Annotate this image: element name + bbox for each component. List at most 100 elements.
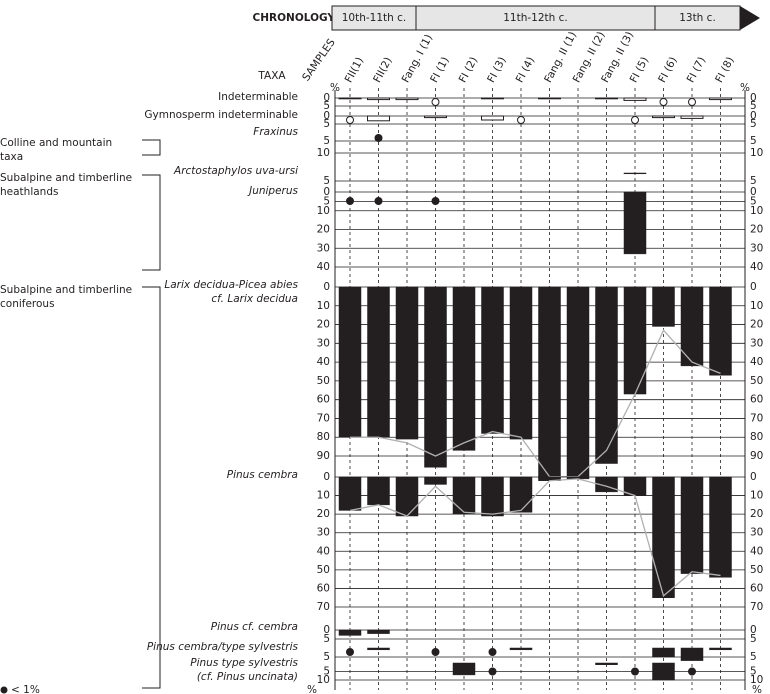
bar [623, 97, 647, 101]
y-tick-label: 40 [317, 261, 330, 273]
bar [680, 115, 704, 119]
y-tick-label: 20 [750, 508, 763, 520]
y-tick-label: 10 [317, 205, 330, 217]
y-tick-label: 0 [323, 624, 330, 636]
period-box [654, 5, 741, 31]
y-tick-label: 90 [317, 450, 330, 462]
y-tick-label: 80 [750, 431, 763, 443]
y-tick-label: 5 [750, 175, 757, 187]
group-label: Subalpine and timberline [0, 284, 132, 296]
bar [709, 647, 732, 651]
y-tick-label: 5 [750, 195, 757, 207]
bar [709, 476, 732, 578]
y-tick-label: 5 [323, 135, 330, 147]
presence-dot [488, 667, 497, 676]
y-tick-label: 20 [750, 224, 763, 236]
bar [481, 97, 504, 100]
y-tick-label: 40 [750, 545, 763, 557]
y-tick-label: 10 [750, 147, 763, 159]
presence-dot [374, 197, 383, 205]
y-tick-label: 5 [750, 100, 757, 112]
bar [452, 662, 476, 676]
y-tick-label: 0 [750, 624, 757, 636]
presence-dot [631, 667, 639, 676]
bar [595, 97, 618, 100]
y-tick-label: 0 [750, 471, 757, 483]
y-tick-label: 0 [323, 471, 330, 483]
bar [566, 286, 590, 477]
y-tick-label: 70 [317, 601, 330, 613]
period-box [415, 5, 656, 31]
bar [623, 191, 647, 255]
presence-dot [346, 197, 354, 205]
sample-label: FI (5) [628, 55, 651, 85]
open-circle [631, 116, 639, 124]
y-tick-label: 10 [317, 674, 330, 686]
legend-dot [0, 686, 8, 694]
y-tick-label: 40 [317, 356, 330, 368]
y-tick-label: 60 [317, 582, 330, 594]
bar [367, 476, 390, 506]
bar [481, 286, 504, 434]
legend-label: < 1% [11, 684, 40, 694]
sample-label: FI (7) [685, 55, 708, 85]
bar [367, 97, 390, 101]
group-label: Colline and mountain [0, 137, 112, 149]
presence-dot [431, 197, 440, 205]
y-tick-label: 5 [323, 175, 330, 187]
bar [481, 115, 504, 121]
sample-label: FI (6) [656, 55, 679, 85]
sample-label: FI (8) [713, 55, 736, 85]
bar [652, 286, 675, 327]
unit-label: % [330, 82, 340, 94]
y-tick-label: 20 [750, 319, 763, 331]
taxon-label: Larix decidua-Picea abies [164, 279, 298, 291]
y-tick-label: 0 [323, 281, 330, 293]
y-tick-label: 40 [750, 261, 763, 273]
y-tick-label: 5 [750, 651, 757, 663]
bar [595, 286, 618, 464]
y-tick-label: 5 [323, 651, 330, 663]
presence-dot [346, 648, 354, 656]
y-tick-label: 30 [317, 527, 330, 539]
open-circle [517, 116, 525, 124]
bar [338, 476, 362, 511]
y-tick-label: 80 [317, 431, 330, 443]
y-tick-label: 0 [750, 186, 757, 198]
bar [424, 286, 447, 468]
bar [395, 476, 419, 517]
y-tick-label: 5 [323, 195, 330, 207]
taxa-header: TAXA [257, 70, 286, 82]
open-circle [688, 98, 696, 106]
taxon-label: Pinus cf. cembra [211, 621, 298, 633]
chronology-title: CHRONOLOGY [253, 12, 336, 24]
y-tick-label: 0 [323, 186, 330, 198]
y-tick-label: 0 [323, 92, 330, 104]
group-bracket [142, 286, 161, 689]
bar [367, 286, 390, 438]
unit-label: % [752, 684, 762, 694]
y-tick-label: 0 [750, 110, 757, 122]
y-tick-label: 50 [317, 564, 330, 576]
presence-dot [488, 648, 497, 656]
y-tick-label: 60 [750, 394, 763, 406]
presence-dot [688, 667, 696, 676]
unit-label: % [307, 684, 317, 694]
presence-dot [374, 134, 383, 142]
bar [509, 286, 533, 440]
unit-label: % [740, 82, 750, 94]
period-label: 11th-12th c. [503, 12, 568, 24]
y-tick-label: 0 [750, 92, 757, 104]
bar [395, 286, 419, 440]
bar [652, 476, 675, 598]
bar [538, 286, 561, 479]
chronology-arrow [740, 6, 760, 30]
sample-label: FII(2) [371, 55, 394, 85]
bar [424, 476, 447, 485]
taxon-label: Arctostaphylos uva-ursi [173, 165, 298, 177]
y-tick-label: 0 [750, 281, 757, 293]
y-tick-label: 70 [750, 412, 763, 424]
y-tick-label: 20 [317, 319, 330, 331]
y-tick-label: 10 [317, 300, 330, 312]
